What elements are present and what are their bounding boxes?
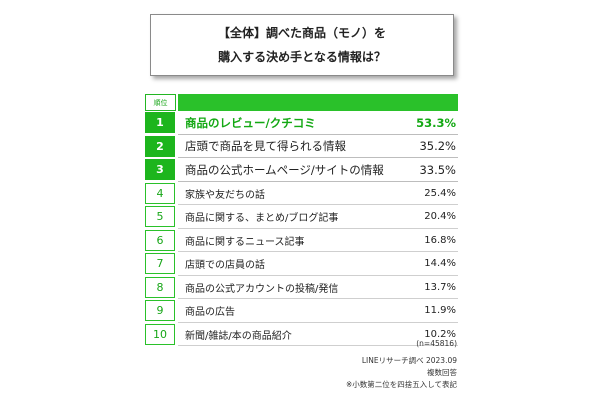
row-label: 商品の広告 [185, 307, 235, 319]
row-divider [178, 227, 458, 229]
row-value: 10.2% [424, 328, 456, 340]
rank-number: 9 [145, 300, 175, 321]
row-divider [178, 180, 458, 182]
rank-column-header: 順位 [145, 94, 176, 111]
table-row: 1 商品のレビュー/クチコミ 53.3% [145, 111, 458, 135]
table-row: 10 新聞/雑誌/本の商品紹介 10.2% [145, 323, 458, 346]
row-value: 25.4% [424, 187, 456, 199]
row-divider [178, 345, 458, 346]
sample-size-note: (n=45816) [416, 339, 457, 348]
rank-number: 4 [145, 182, 175, 204]
title-box: 【全体】調べた商品（モノ）を 購入する決め手となる情報は？ [150, 14, 454, 76]
row-label: 店頭での店員の話 [185, 260, 265, 272]
title-line-2: 購入する決め手となる情報は？ [218, 50, 386, 64]
row-value: 53.3% [416, 115, 456, 130]
row-label: 家族や友だちの話 [185, 189, 265, 201]
row-divider [178, 274, 458, 276]
row-label: 店頭で商品を見て得られる情報 [185, 139, 346, 154]
row-value: 35.2% [419, 139, 456, 154]
row-value: 11.9% [424, 305, 456, 317]
table-body: 1 商品のレビュー/クチコミ 53.3% 2 店頭で商品を見て得られる情報 35.2% 3 商… [145, 111, 458, 346]
row-value: 33.5% [419, 162, 456, 177]
row-divider [178, 251, 458, 252]
row-divider [178, 157, 458, 158]
rank-number: 3 [145, 159, 175, 180]
row-divider [178, 204, 458, 205]
table-row: 3 商品の公式ホームページ/サイトの情報 33.5% [145, 158, 458, 182]
row-divider [178, 321, 458, 323]
rank-number: 7 [145, 253, 175, 274]
table-row: 5 商品に関する、まとめ/ブログ記事 20.4% [145, 205, 458, 229]
title-line-1: 【全体】調べた商品（モノ）を [217, 26, 386, 40]
row-divider [178, 298, 458, 299]
row-label: 商品に関する、まとめ/ブログ記事 [185, 213, 339, 225]
row-label: 商品の公式ホームページ/サイトの情報 [185, 162, 384, 177]
row-value: 13.7% [424, 281, 456, 293]
row-label: 商品のレビュー/クチコミ [185, 115, 316, 130]
row-label: 商品の公式アカウントの投稿/発信 [185, 283, 339, 295]
table-row: 7 店頭での店員の話 14.4% [145, 252, 458, 276]
row-divider [178, 133, 458, 135]
header-bar [178, 94, 458, 111]
row-value: 20.4% [424, 211, 456, 223]
table-row: 8 商品の公式アカウントの投稿/発信 13.7% [145, 276, 458, 299]
rank-number: 10 [145, 323, 175, 345]
rank-number: 1 [145, 112, 175, 133]
rank-number: 2 [145, 135, 175, 157]
rank-number: 5 [145, 206, 175, 227]
rank-number: 6 [145, 229, 175, 251]
table-row: 6 商品に関するニュース記事 16.8% [145, 229, 458, 252]
source-note: LINEリサーチ調べ 2023.09 [361, 356, 457, 365]
table-row: 9 商品の広告 11.9% [145, 299, 458, 323]
row-label: 新聞/雑誌/本の商品紹介 [185, 330, 292, 342]
rank-number: 8 [145, 276, 175, 298]
row-value: 16.8% [424, 234, 456, 246]
row-value: 14.4% [424, 258, 456, 270]
table-header: 順位 [145, 94, 458, 111]
rounding-note: ※小数第二位を四捨五入して表記 [345, 380, 457, 389]
table-row: 2 店頭で商品を見て得られる情報 35.2% [145, 135, 458, 158]
table-row: 4 家族や友だちの話 25.4% [145, 182, 458, 205]
ranking-table: 順位 1 商品のレビュー/クチコミ 53.3% 2 店頭で商品を見て得られる情報 35.2… [145, 94, 458, 346]
multiple-answer-note: 複数回答 [427, 368, 457, 377]
row-label: 商品に関するニュース記事 [185, 236, 305, 248]
